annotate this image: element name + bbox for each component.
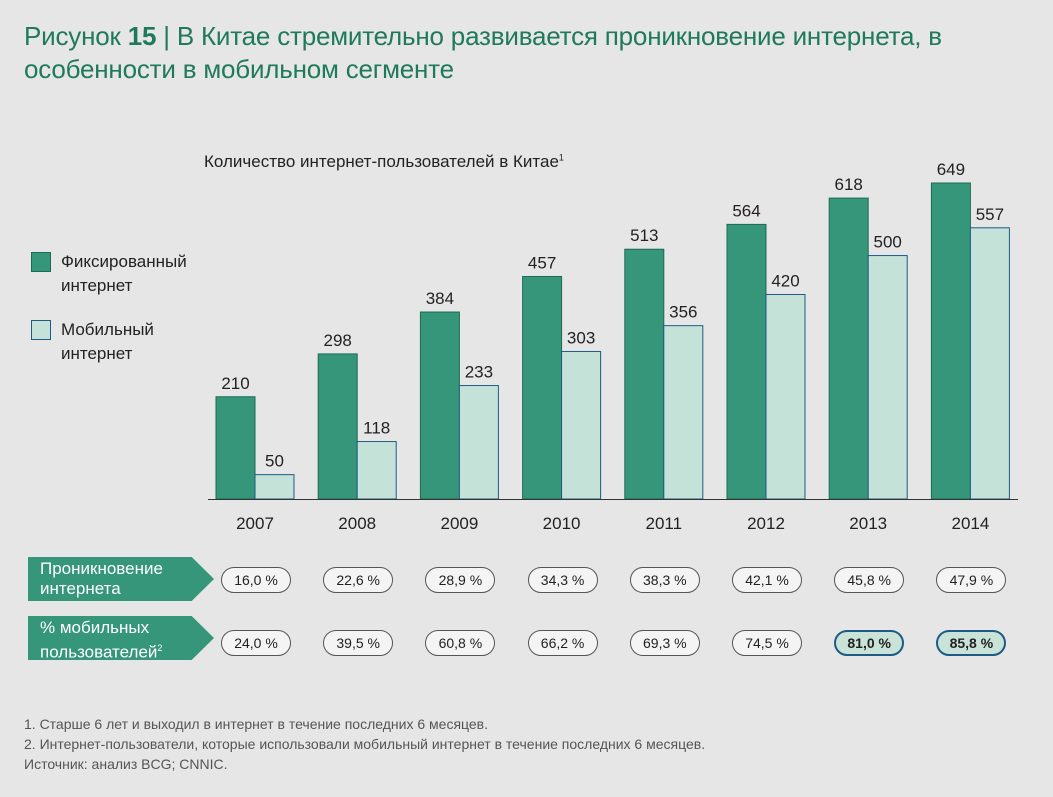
figure-number: 15 [127, 21, 157, 51]
value-pill-mobile-share-2009: 60,8 % [425, 630, 496, 656]
title-prefix: Рисунок [24, 21, 128, 51]
x-tick-label-2007: 2007 [236, 514, 274, 533]
bar-fixed-2014 [930, 182, 971, 500]
x-tick-label-2009: 2009 [440, 514, 478, 533]
row-label-text: Проникновение интернета [40, 559, 163, 598]
data-label-mobile-2014: 557 [976, 205, 1004, 224]
value-pill-mobile-share-2007: 24,0 % [221, 630, 291, 656]
row-label-footnote: 2 [157, 643, 163, 653]
legend-swatch-mobile [31, 320, 51, 340]
value-pill-penetration-2012: 42,1 % [732, 567, 802, 593]
bar-chart: 210 50 2007 298 118 2008 384 233 2009 457 303 2010 5… [208, 160, 1018, 533]
data-label-fixed-2007: 210 [221, 374, 249, 393]
legend-label-mobile: Мобильный интернет [61, 320, 154, 363]
bar-mobile-2009 [458, 385, 499, 500]
data-label-mobile-2012: 420 [771, 272, 799, 291]
legend: Фиксированный интернет Мобильный интерне… [31, 250, 211, 386]
chart-title: Количество интернет-пользователей в Кита… [204, 152, 564, 172]
bar-mobile-2014 [969, 227, 1010, 500]
legend-item-fixed: Фиксированный интернет [31, 250, 211, 298]
bar-mobile-2010 [561, 350, 602, 500]
source-note: Источник: анализ BCG; CNNIC. [24, 756, 228, 772]
value-pill-penetration-2007: 16,0 % [221, 567, 291, 593]
bar-fixed-2009 [419, 311, 460, 500]
bar-fixed-2008 [317, 353, 358, 500]
data-label-mobile-2010: 303 [567, 328, 595, 347]
bar-fixed-2012 [726, 223, 767, 500]
row-label-mobile-share: % мобильных пользователей2 [28, 616, 214, 660]
legend-swatch-fixed [31, 252, 51, 272]
value-pill-penetration-2009: 28,9 % [425, 567, 496, 593]
data-label-fixed-2013: 618 [835, 175, 863, 194]
data-label-mobile-2011: 356 [669, 303, 697, 322]
value-pill-penetration-2011: 38,3 % [629, 567, 700, 593]
data-label-fixed-2008: 298 [324, 331, 352, 350]
bar-fixed-2010 [522, 275, 563, 500]
data-label-fixed-2009: 384 [426, 289, 454, 308]
chart-title-text: Количество интернет-пользователей в Кита… [204, 152, 559, 171]
value-pill-mobile-share-2012: 74,5 % [732, 630, 802, 656]
data-label-fixed-2011: 513 [630, 226, 658, 245]
value-pill-penetration-2013: 45,8 % [834, 567, 905, 593]
footnote-2: 2. Интернет-пользователи, которые исполь… [24, 736, 706, 752]
bar-fixed-2007 [215, 396, 256, 500]
row-label-text: % мобильных пользователей [40, 618, 158, 662]
data-label-mobile-2008: 118 [363, 419, 390, 438]
data-label-mobile-2013: 500 [874, 233, 902, 252]
bar-mobile-2008 [356, 441, 397, 500]
bar-mobile-2013 [867, 255, 908, 500]
row-label-penetration: Проникновение интернета [28, 557, 214, 601]
page-title: Рисунок 15 | В Китае стремительно развив… [24, 20, 1034, 86]
bar-mobile-2012 [765, 294, 806, 500]
value-pill-mobile-share-2014: 85,8 % [936, 630, 1007, 656]
value-pill-penetration-2008: 22,6 % [323, 567, 394, 593]
data-label-fixed-2014: 649 [937, 160, 965, 179]
title-text: | В Китае стремительно развивается прони… [24, 21, 942, 84]
data-label-fixed-2010: 457 [528, 253, 556, 272]
footnotes: 1. Старше 6 лет и выходил в интернет в т… [24, 714, 705, 774]
x-tick-label-2010: 2010 [543, 514, 581, 533]
data-label-fixed-2012: 564 [732, 201, 760, 220]
value-pill-penetration-2014: 47,9 % [936, 567, 1007, 593]
value-pill-mobile-share-2008: 39,5 % [323, 630, 394, 656]
x-tick-label-2014: 2014 [951, 514, 989, 533]
bar-mobile-2007 [254, 474, 295, 500]
value-pill-mobile-share-2013: 81,0 % [834, 630, 905, 656]
bar-fixed-2011 [624, 248, 665, 500]
x-tick-label-2008: 2008 [338, 514, 376, 533]
chart-title-footnote: 1 [558, 152, 564, 163]
value-pill-mobile-share-2010: 66,2 % [527, 630, 598, 656]
bar-fixed-2013 [828, 197, 869, 500]
x-tick-label-2013: 2013 [849, 514, 887, 533]
legend-item-mobile: Мобильный интернет [31, 318, 211, 366]
bar-mobile-2011 [663, 325, 704, 500]
legend-label-fixed: Фиксированный интернет [61, 252, 187, 295]
value-pill-mobile-share-2011: 69,3 % [629, 630, 700, 656]
x-tick-label-2012: 2012 [747, 514, 785, 533]
x-tick-label-2011: 2011 [646, 514, 683, 533]
value-pill-penetration-2010: 34,3 % [527, 567, 598, 593]
data-label-mobile-2009: 233 [465, 363, 493, 382]
data-label-mobile-2007: 50 [265, 452, 284, 471]
footnote-1: 1. Старше 6 лет и выходил в интернет в т… [24, 716, 488, 732]
